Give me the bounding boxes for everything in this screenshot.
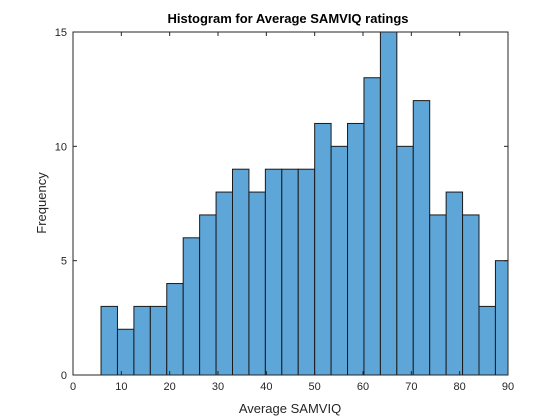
histogram-bar <box>314 122 332 376</box>
histogram-bar <box>182 237 201 376</box>
x-tick-label: 10 <box>115 381 127 393</box>
x-tick-label: 30 <box>212 381 224 393</box>
histogram-bar <box>166 283 184 376</box>
x-tick-label: 80 <box>454 381 466 393</box>
x-axis-ticks: 0 10 20 30 40 50 60 70 80 90 <box>70 32 514 393</box>
histogram-bar <box>264 168 283 376</box>
histogram-bar <box>462 214 480 376</box>
x-tick-label: 20 <box>164 381 176 393</box>
histogram-bar <box>347 122 365 376</box>
histogram-bar <box>412 100 431 376</box>
histogram-bar <box>100 305 118 376</box>
histogram-bar <box>330 145 349 376</box>
y-tick-label: 10 <box>55 141 67 153</box>
histogram-bar <box>396 145 414 376</box>
histogram-bar <box>149 305 168 376</box>
x-tick-label: 0 <box>70 381 76 393</box>
y-tick-label: 15 <box>55 27 67 39</box>
y-axis-ticks: 0 5 10 15 <box>55 27 508 382</box>
x-tick-label: 90 <box>502 381 514 393</box>
histogram-bar <box>248 191 266 376</box>
x-tick-label: 40 <box>260 381 272 393</box>
x-tick-label: 50 <box>309 381 321 393</box>
histogram-bar <box>232 168 250 376</box>
y-tick-label: 5 <box>61 256 67 268</box>
histogram-bar <box>281 168 299 376</box>
bars-group <box>100 31 509 376</box>
histogram-bar <box>297 168 316 376</box>
histogram-bar <box>429 214 447 376</box>
histogram-bar <box>379 31 398 376</box>
chart-title: Histogram for Average SAMVIQ ratings <box>167 11 408 26</box>
y-axis-label: Frequency <box>34 172 49 234</box>
histogram-bar <box>445 191 464 376</box>
histogram-bar <box>133 305 151 376</box>
histogram-bar <box>478 305 496 376</box>
histogram-bar <box>494 260 509 376</box>
histogram-bar <box>116 328 135 376</box>
x-tick-label: 70 <box>405 381 417 393</box>
x-tick-label: 60 <box>357 381 369 393</box>
plot-area-frame <box>72 31 509 376</box>
y-tick-label: 0 <box>61 370 67 382</box>
x-axis-label: Average SAMVIQ <box>239 401 341 416</box>
histogram-bar <box>215 191 233 376</box>
histogram-bar <box>363 77 381 376</box>
histogram-bar <box>199 214 217 376</box>
